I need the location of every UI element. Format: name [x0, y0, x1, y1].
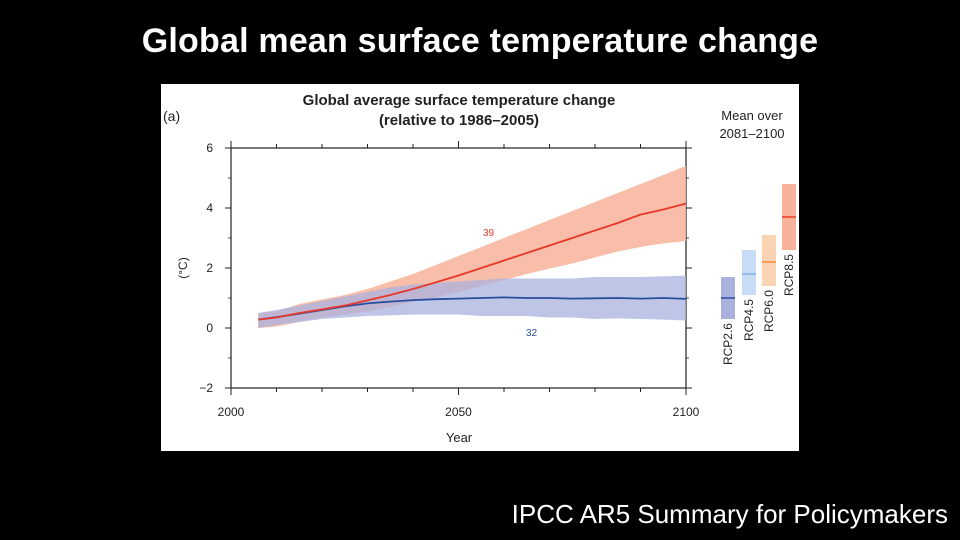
- y-tick-label: −2: [199, 381, 213, 395]
- mean-bar-range: [742, 250, 756, 295]
- y-axis-label: (°C): [176, 257, 190, 278]
- y-tick-label: 2: [206, 261, 213, 275]
- x-tick-label: 2000: [218, 405, 245, 419]
- model-count-labels: 39 32: [483, 228, 538, 339]
- mean-bar-label: RCP2.6: [721, 323, 735, 365]
- mean-panel-title-line2: 2081–2100: [719, 126, 784, 141]
- uncertainty-bands: [258, 166, 686, 328]
- chart-title: Global average surface temperature chang…: [303, 92, 616, 109]
- mean-bar-label: RCP6.0: [762, 290, 776, 332]
- panel-label: (a): [163, 108, 180, 124]
- mean-bar-label: RCP4.5: [742, 299, 756, 341]
- mean-bar-label: RCP8.5: [782, 254, 796, 296]
- mean-panel-title-line1: Mean over: [721, 108, 783, 123]
- x-axis-label: Year: [446, 430, 473, 445]
- series-lines: [258, 202, 687, 321]
- figure-panel: (a) Global average surface temperature c…: [161, 84, 799, 451]
- axis-ticks: −2 0 2 4 6 2000 2050 2100: [199, 141, 700, 419]
- x-tick-label: 2100: [673, 405, 700, 419]
- chart-subtitle: (relative to 1986–2005): [379, 112, 539, 129]
- model-count-label-1: 32: [526, 328, 538, 339]
- y-tick-label: 6: [206, 141, 213, 155]
- temperature-chart: (a) Global average surface temperature c…: [163, 92, 796, 445]
- mean-bars: RCP2.6 RCP4.5 RCP6.0 RCP8.5: [721, 184, 796, 365]
- x-tick-label: 2050: [445, 405, 472, 419]
- slide-title: Global mean surface temperature change: [141, 22, 819, 60]
- y-tick-label: 0: [206, 321, 213, 335]
- series-line-0: [258, 202, 687, 321]
- series-band-1: [258, 275, 686, 328]
- mean-bar-range: [762, 235, 776, 286]
- y-tick-label: 4: [206, 201, 213, 215]
- source-caption: IPCC AR5 Summary for Policymakers: [511, 499, 948, 529]
- model-count-label-0: 39: [483, 228, 495, 239]
